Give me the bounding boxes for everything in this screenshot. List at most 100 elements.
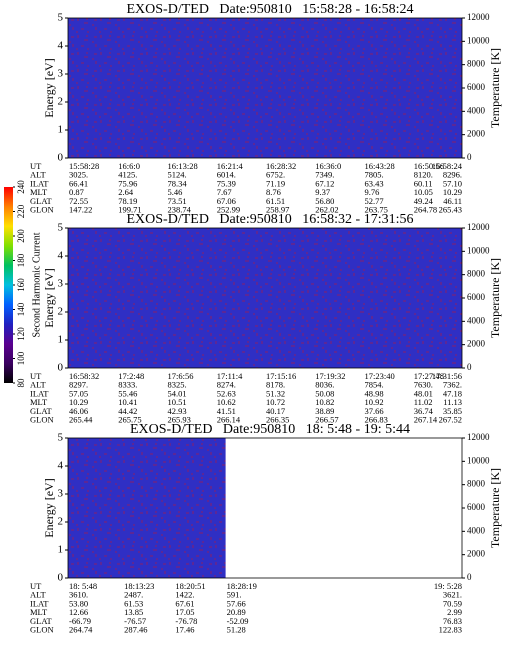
ephemeris-value: 67.61 bbox=[175, 598, 194, 608]
ephemeris-value: 18:20:51 bbox=[175, 581, 205, 591]
ephemeris-value: 591. bbox=[227, 590, 242, 600]
y2-tick-label: 10000 bbox=[467, 245, 490, 255]
ephemeris-value: 67.12 bbox=[315, 178, 334, 188]
y-tick-label: 2 bbox=[58, 306, 64, 318]
ephemeris-value: 16:50:56 bbox=[414, 161, 444, 171]
y2-tick-label: 8000 bbox=[467, 59, 486, 69]
y-tick-label: 0 bbox=[58, 572, 64, 584]
ephemeris-value: 7362. bbox=[443, 380, 462, 390]
ephemeris-label: MLT bbox=[30, 397, 48, 407]
ephemeris-label: ILAT bbox=[30, 598, 49, 608]
ephemeris-value: 262.02 bbox=[315, 204, 338, 214]
colorbar-tick-label: 120 bbox=[16, 327, 26, 341]
y-tick-label: 0 bbox=[58, 152, 64, 164]
ephemeris-value: 16:58:32 bbox=[69, 371, 99, 381]
ephemeris-value: 267.14 bbox=[414, 414, 438, 424]
y2-tick-label: 0 bbox=[467, 572, 472, 582]
ephemeris-value: 265.75 bbox=[118, 414, 141, 424]
y-tick-label: 1 bbox=[58, 334, 64, 346]
spectrogram bbox=[68, 228, 462, 368]
y-tick-label: 5 bbox=[58, 432, 64, 444]
ephemeris-value: 19: 5:28 bbox=[434, 581, 462, 591]
ephemeris-value: 78.34 bbox=[168, 178, 188, 188]
ephemeris-value: 8120. bbox=[414, 170, 433, 180]
ephemeris-label: UT bbox=[30, 161, 42, 171]
y-tick-label: 3 bbox=[58, 68, 64, 80]
ephemeris-value: 54.01 bbox=[168, 388, 187, 398]
ephemeris-value: 15:58:28 bbox=[69, 161, 99, 171]
y2-axis-label: Temperature [K] bbox=[488, 48, 502, 128]
ephemeris-value: 147.22 bbox=[69, 204, 92, 214]
ephemeris-value: 17.05 bbox=[175, 607, 194, 617]
y-tick-label: 4 bbox=[58, 250, 64, 262]
ephemeris-value: 13.85 bbox=[124, 607, 143, 617]
ephemeris-value: 16:58:24 bbox=[432, 161, 463, 171]
colorbar-label: Second Harmonic Current bbox=[31, 232, 42, 337]
ephemeris-label: ALT bbox=[30, 590, 47, 600]
ephemeris-value: 52.77 bbox=[365, 196, 384, 206]
y2-tick-label: 2000 bbox=[467, 129, 486, 139]
y2-tick-label: 4000 bbox=[467, 525, 486, 535]
ephemeris-value: 9.76 bbox=[365, 187, 380, 197]
ephemeris-value: 266.35 bbox=[266, 414, 289, 424]
ephemeris-value: 266.14 bbox=[217, 414, 241, 424]
ephemeris-value: 9.37 bbox=[315, 187, 330, 197]
ephemeris-value: 258.97 bbox=[266, 204, 289, 214]
ephemeris-value: 57.10 bbox=[443, 178, 462, 188]
y-tick-label: 1 bbox=[58, 544, 64, 556]
ephemeris-value: 16:13:28 bbox=[168, 161, 198, 171]
ephemeris-value: 20.89 bbox=[227, 607, 246, 617]
ephemeris-value: -66.79 bbox=[69, 616, 91, 626]
ephemeris-value: 72.55 bbox=[69, 196, 88, 206]
ephemeris-value: 75.96 bbox=[118, 178, 137, 188]
ephemeris-value: 238.74 bbox=[168, 204, 192, 214]
ephemeris-value: 17:19:32 bbox=[315, 371, 345, 381]
colorbar-tick-label: 240 bbox=[16, 180, 26, 194]
colorbar-tick-label: 220 bbox=[16, 204, 26, 218]
ephemeris-value: 6014. bbox=[217, 170, 236, 180]
ephemeris-label: GLON bbox=[30, 204, 54, 214]
ephemeris-value: 46.06 bbox=[69, 406, 88, 416]
ephemeris-value: 16:43:28 bbox=[365, 161, 395, 171]
y2-tick-label: 4000 bbox=[467, 105, 486, 115]
ephemeris-value: 44.42 bbox=[118, 406, 137, 416]
ephemeris-value: 17.46 bbox=[175, 624, 194, 634]
y2-tick-label: 6000 bbox=[467, 292, 486, 302]
ephemeris-value: 10.92 bbox=[365, 397, 384, 407]
ephemeris-value: 35.85 bbox=[443, 406, 462, 416]
ephemeris-value: -76.78 bbox=[175, 616, 197, 626]
ephemeris-value: 76.83 bbox=[443, 616, 462, 626]
ephemeris-label: ILAT bbox=[30, 178, 49, 188]
ephemeris-value: 265.93 bbox=[168, 414, 191, 424]
ephemeris-value: 37.66 bbox=[365, 406, 384, 416]
ephemeris-value: 57.05 bbox=[69, 388, 88, 398]
ephemeris-value: 3610. bbox=[69, 590, 88, 600]
ephemeris-value: 2.99 bbox=[447, 607, 462, 617]
ephemeris-value: 40.17 bbox=[266, 406, 285, 416]
ephemeris-value: 55.46 bbox=[118, 388, 137, 398]
ephemeris-label: MLT bbox=[30, 607, 48, 617]
ephemeris-label: GLAT bbox=[30, 616, 53, 626]
ephemeris-value: 36.74 bbox=[414, 406, 434, 416]
ephemeris-value: 56.80 bbox=[315, 196, 334, 206]
ephemeris-value: 10.51 bbox=[168, 397, 187, 407]
ephemeris-label: UT bbox=[30, 581, 42, 591]
ephemeris-value: 61.53 bbox=[124, 598, 143, 608]
ephemeris-value: 5.46 bbox=[168, 187, 183, 197]
panel-title: EXOS-D/TED Date:950810 16:58:32 - 17:31:… bbox=[127, 212, 414, 227]
ephemeris-value: 7805. bbox=[365, 170, 384, 180]
ephemeris-value: 7.67 bbox=[217, 187, 232, 197]
ephemeris-value: 10.29 bbox=[443, 187, 462, 197]
ephemeris-value: 18:13:23 bbox=[124, 581, 154, 591]
ephemeris-label: GLON bbox=[30, 624, 54, 634]
colorbar bbox=[4, 187, 13, 383]
y-axis-label: Energy [eV] bbox=[42, 268, 56, 327]
ephemeris-value: 10.82 bbox=[315, 397, 334, 407]
ephemeris-value: 18:28:19 bbox=[227, 581, 257, 591]
ephemeris-value: 16:28:32 bbox=[266, 161, 296, 171]
ephemeris-value: 8325. bbox=[168, 380, 187, 390]
y-axis-label: Energy [eV] bbox=[42, 478, 56, 537]
y2-tick-label: 2000 bbox=[467, 339, 486, 349]
y-tick-label: 3 bbox=[58, 278, 64, 290]
ephemeris-value: 5124. bbox=[168, 170, 187, 180]
